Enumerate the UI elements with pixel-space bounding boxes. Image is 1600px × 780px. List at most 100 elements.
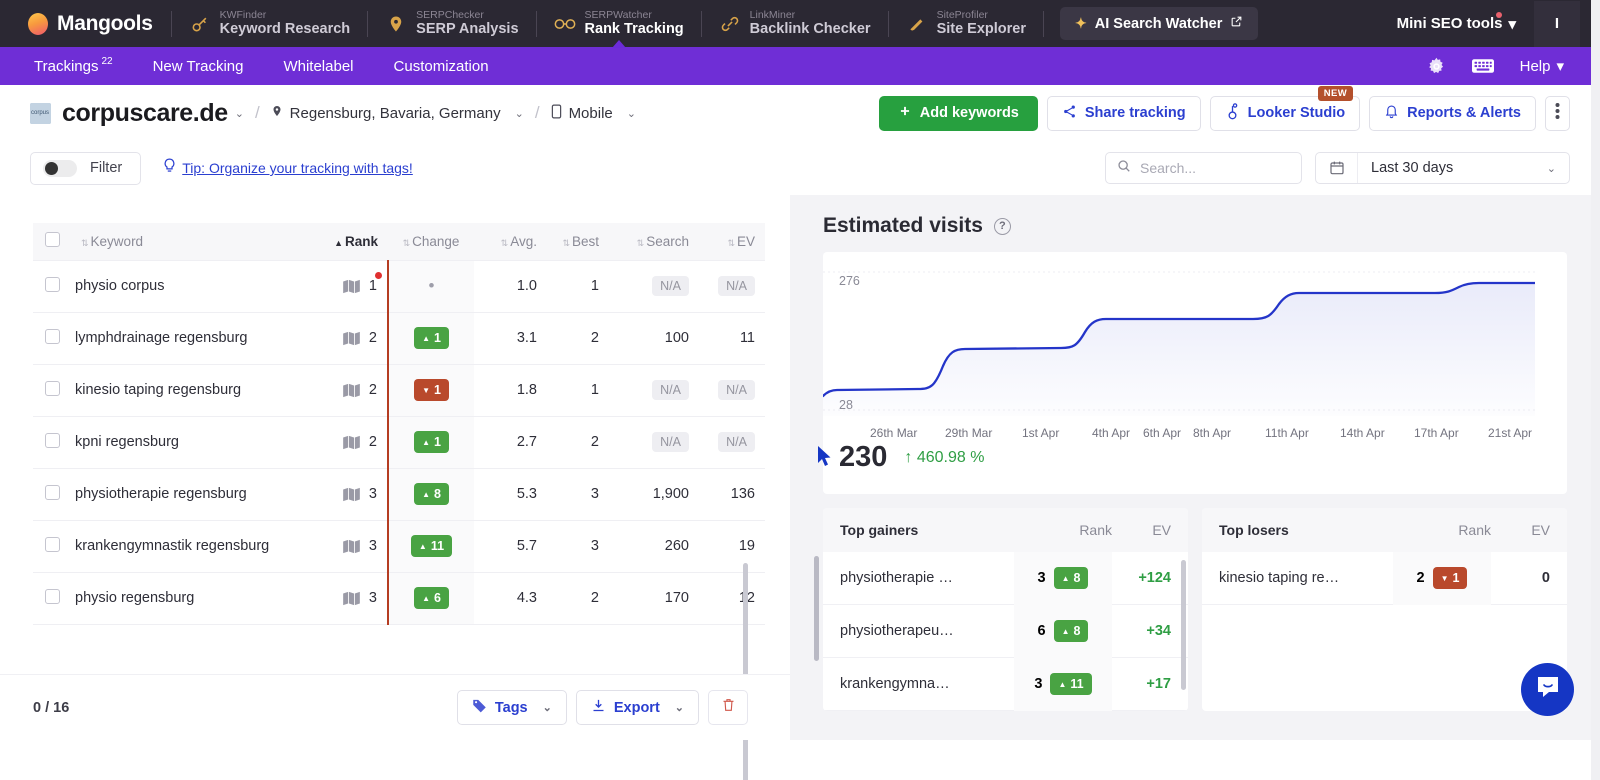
filter-toggle[interactable]: Filter [30, 151, 142, 185]
breadcrumb-location[interactable]: Regensburg, Bavaria, Germany ⌄ [271, 104, 524, 122]
select-all-checkbox[interactable] [44, 232, 60, 248]
list-item[interactable]: physiotherapeu… 6 ▲ 8 +34 [823, 604, 1188, 658]
subnav-item-whitelabel[interactable]: Whitelabel [263, 58, 373, 75]
row-select-cell[interactable] [33, 364, 71, 417]
search-box[interactable] [1105, 152, 1302, 184]
serp-preview-icon[interactable] [343, 435, 360, 450]
ai-search-watcher-button[interactable]: ✦ AI Search Watcher [1060, 7, 1259, 40]
link-icon [719, 12, 741, 36]
keyword-cell[interactable]: kinesio taping regensburg [71, 364, 322, 417]
serp-preview-icon[interactable] [343, 487, 360, 502]
row-checkbox[interactable] [44, 276, 60, 292]
column-header-search[interactable]: ⇅ Search [609, 223, 699, 260]
export-button[interactable]: Export ⌄ [575, 690, 699, 725]
gear-icon[interactable] [1427, 57, 1446, 76]
keyword-cell[interactable]: physio regensburg [71, 572, 322, 625]
subnav-item-customization[interactable]: Customization [374, 58, 509, 75]
delete-button[interactable] [708, 690, 748, 725]
page-scrollbar[interactable] [1591, 0, 1600, 780]
search-volume-cell: 1,900 [609, 468, 699, 521]
date-range-selector[interactable]: Last 30 days ⌄ [1315, 152, 1570, 184]
table-row[interactable]: kpni regensburg 2 ▲ 1 2.7 2 N/A N/A [33, 416, 765, 469]
tip-link[interactable]: Tip: Organize your tracking with tags! [182, 160, 413, 176]
table-row[interactable]: physio corpus 1 • 1.0 1 N/A N/A [33, 259, 765, 313]
column-header-keyword[interactable]: ⇅ Keyword [71, 223, 322, 260]
chat-bubble-icon [1535, 674, 1561, 705]
keyword-cell[interactable]: physiotherapie regensburg [71, 468, 322, 521]
table-row[interactable]: krankengymnastik regensburg 3 ▲ 11 5.7 3 260 19 [33, 520, 765, 573]
serp-preview-icon[interactable] [343, 331, 360, 346]
tags-button[interactable]: Tags ⌄ [456, 690, 567, 725]
column-header-rank[interactable]: ▲ Rank [322, 223, 388, 260]
chat-support-button[interactable] [1521, 663, 1574, 716]
serp-preview-icon[interactable] [343, 591, 360, 606]
column-header-avg[interactable]: ⇅ Avg. [474, 223, 547, 260]
help-menu[interactable]: Help ▾ [1520, 57, 1564, 76]
subnav-item-new-tracking[interactable]: New Tracking [133, 58, 264, 75]
table-row[interactable]: lymphdrainage regensburg 2 ▲ 1 3.1 2 100 11 [33, 312, 765, 365]
serp-preview-icon[interactable] [343, 383, 360, 398]
column-header-change[interactable]: ⇅ Change [388, 223, 474, 260]
list-item[interactable]: krankengymna… 3 ▲ 11 +17 [823, 657, 1188, 711]
nav-item-keyword-research[interactable]: KWFinder Keyword Research [172, 0, 368, 47]
row-select-cell[interactable] [33, 572, 71, 625]
arrow-up-icon: ↑ [904, 448, 913, 466]
nav-item-serp-analysis[interactable]: SERPChecker SERP Analysis [368, 0, 535, 47]
external-link-icon [1230, 15, 1243, 32]
looker-studio-button[interactable]: NEW Looker Studio [1209, 85, 1361, 131]
help-circle-icon[interactable]: ? [993, 217, 1011, 235]
device-chevron-down-icon[interactable]: ⌄ [626, 107, 636, 120]
search-input[interactable] [1140, 160, 1290, 176]
share-tracking-button[interactable]: Share tracking [1046, 95, 1201, 131]
column-header-best[interactable]: ⇅ Best [547, 223, 609, 260]
keyword-cell[interactable]: lymphdrainage regensburg [71, 312, 322, 365]
change-cell: ▲ 1 [387, 416, 474, 469]
table-scrollbar[interactable] [743, 563, 748, 780]
keyboard-icon[interactable] [1471, 58, 1494, 74]
row-checkbox[interactable] [44, 484, 60, 500]
filter-toggle-switch[interactable] [43, 159, 77, 177]
row-checkbox[interactable] [44, 588, 60, 604]
list-item[interactable]: physiotherapie … 3 ▲ 8 +124 [823, 551, 1188, 605]
mangools-logo[interactable]: Mangools [14, 12, 171, 36]
location-chevron-down-icon[interactable]: ⌄ [514, 107, 524, 120]
avatar[interactable]: I [1534, 0, 1580, 47]
nav-item-backlink-checker[interactable]: LinkMiner Backlink Checker [702, 0, 888, 47]
select-all-header[interactable] [33, 223, 71, 260]
nav-item-site-explorer[interactable]: SiteProfiler Site Explorer [889, 0, 1043, 47]
row-select-cell[interactable] [33, 312, 71, 365]
serp-preview-icon[interactable] [343, 279, 360, 294]
row-checkbox[interactable] [44, 536, 60, 552]
row-select-cell[interactable] [33, 259, 71, 313]
gainers-scrollbar[interactable] [1181, 560, 1186, 690]
row-select-cell[interactable] [33, 416, 71, 469]
row-checkbox[interactable] [44, 432, 60, 448]
mini-seo-tools-menu[interactable]: Mini SEO tools ▾ [1397, 11, 1516, 33]
list-item[interactable]: kinesio taping re… 2 ▼ 1 0 [1202, 551, 1567, 605]
top-navigation-bar: Mangools KWFinder Keyword Research SERPC… [0, 0, 1600, 47]
table-row[interactable]: kinesio taping regensburg 2 ▼ 1 1.8 1 N/A N/A [33, 364, 765, 417]
mobile-icon [551, 104, 562, 123]
table-row[interactable]: physiotherapie regensburg 3 ▲ 8 5.3 3 1,900 136 [33, 468, 765, 521]
nav-item-rank-tracking[interactable]: SERPWatcher Rank Tracking [537, 0, 701, 47]
panel-scroll-indicator[interactable] [814, 556, 819, 661]
change-none-icon: • [428, 276, 435, 295]
sort-asc-icon: ▲ [334, 237, 343, 248]
column-header-ev[interactable]: ⇅ EV [699, 223, 765, 260]
domain-chevron-down-icon[interactable]: ⌄ [234, 107, 244, 120]
breadcrumb-device[interactable]: Mobile ⌄ [551, 104, 636, 123]
more-options-button[interactable] [1545, 95, 1570, 131]
row-checkbox[interactable] [44, 380, 60, 396]
row-select-cell[interactable] [33, 468, 71, 521]
row-select-cell[interactable] [33, 520, 71, 573]
add-keywords-button[interactable]: Add keywords [878, 95, 1038, 131]
row-checkbox[interactable] [44, 328, 60, 344]
keyword-cell[interactable]: physio corpus [71, 259, 322, 313]
reports-alerts-button[interactable]: Reports & Alerts [1369, 95, 1536, 131]
subnav-item-trackings[interactable]: Trackings 22 [14, 56, 133, 75]
keyword-cell[interactable]: kpni regensburg [71, 416, 322, 469]
serp-preview-icon[interactable] [343, 539, 360, 554]
keyword-cell[interactable]: krankengymnastik regensburg [71, 520, 322, 573]
keywords-table-body: physio corpus 1 • 1.0 1 N/A N/A lymphdrainage r… [33, 259, 765, 625]
